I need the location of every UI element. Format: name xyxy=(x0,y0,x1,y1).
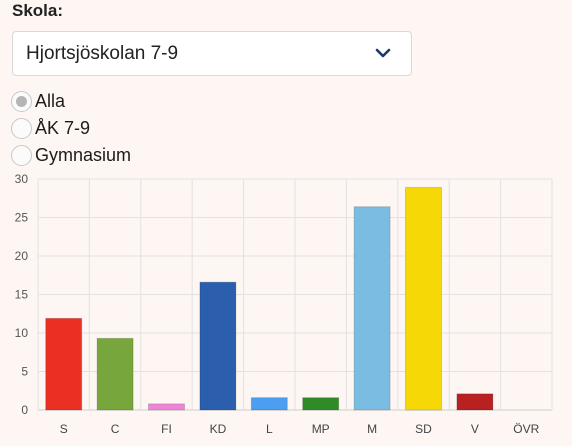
y-tick-label: 15 xyxy=(15,288,29,302)
x-tick-label: L xyxy=(266,422,273,436)
bar-s xyxy=(45,317,83,411)
y-tick-label: 10 xyxy=(15,326,29,340)
x-tick-label: C xyxy=(111,422,120,436)
x-tick-label: S xyxy=(60,422,68,436)
y-tick-label: 5 xyxy=(21,365,28,379)
y-tick-label: 25 xyxy=(15,211,29,225)
radio-label-ak-7-9: ÅK 7-9 xyxy=(35,117,91,138)
radio-gymnasium[interactable]: Gymnasium xyxy=(11,143,131,167)
bar-c xyxy=(96,337,134,411)
bar-v xyxy=(456,393,494,411)
radio-button-ak-7-9[interactable] xyxy=(11,117,32,139)
y-tick-label: 20 xyxy=(15,249,29,263)
x-tick-label: SD xyxy=(415,422,432,436)
y-tick-label: 30 xyxy=(15,172,29,186)
y-tick-label: 0 xyxy=(21,403,28,417)
bar-m xyxy=(353,206,391,411)
bar-mp xyxy=(302,397,340,411)
x-tick-label: MP xyxy=(312,422,330,436)
radio-alla[interactable]: Alla xyxy=(11,89,65,113)
bar-kd xyxy=(199,281,237,411)
school-select-value: Hjortsjöskolan 7-9 xyxy=(26,43,179,64)
x-tick-label: ÖVR xyxy=(513,422,539,436)
radio-ak-7-9[interactable]: ÅK 7-9 xyxy=(11,116,90,140)
x-tick-label: M xyxy=(367,422,377,436)
chevron-down-icon xyxy=(374,44,392,62)
party-bar-chart: 0 5 10 15 20 25 30 S C FI KD L MP M SD V ÖVR xyxy=(15,172,553,436)
bar-fi xyxy=(148,403,185,411)
x-tick-label: FI xyxy=(161,422,172,436)
school-label: Skola: xyxy=(12,1,64,20)
x-tick-label: KD xyxy=(210,422,227,436)
radio-button-gymnasium[interactable] xyxy=(11,144,32,166)
bar-sd xyxy=(405,186,442,411)
radio-button-alla[interactable] xyxy=(11,90,32,112)
bar-l xyxy=(250,397,288,411)
radio-label-alla: Alla xyxy=(35,90,66,111)
radio-label-gymnasium: Gymnasium xyxy=(35,144,132,165)
x-tick-label: V xyxy=(471,422,479,436)
school-select[interactable]: Hjortsjöskolan 7-9 xyxy=(12,31,412,76)
